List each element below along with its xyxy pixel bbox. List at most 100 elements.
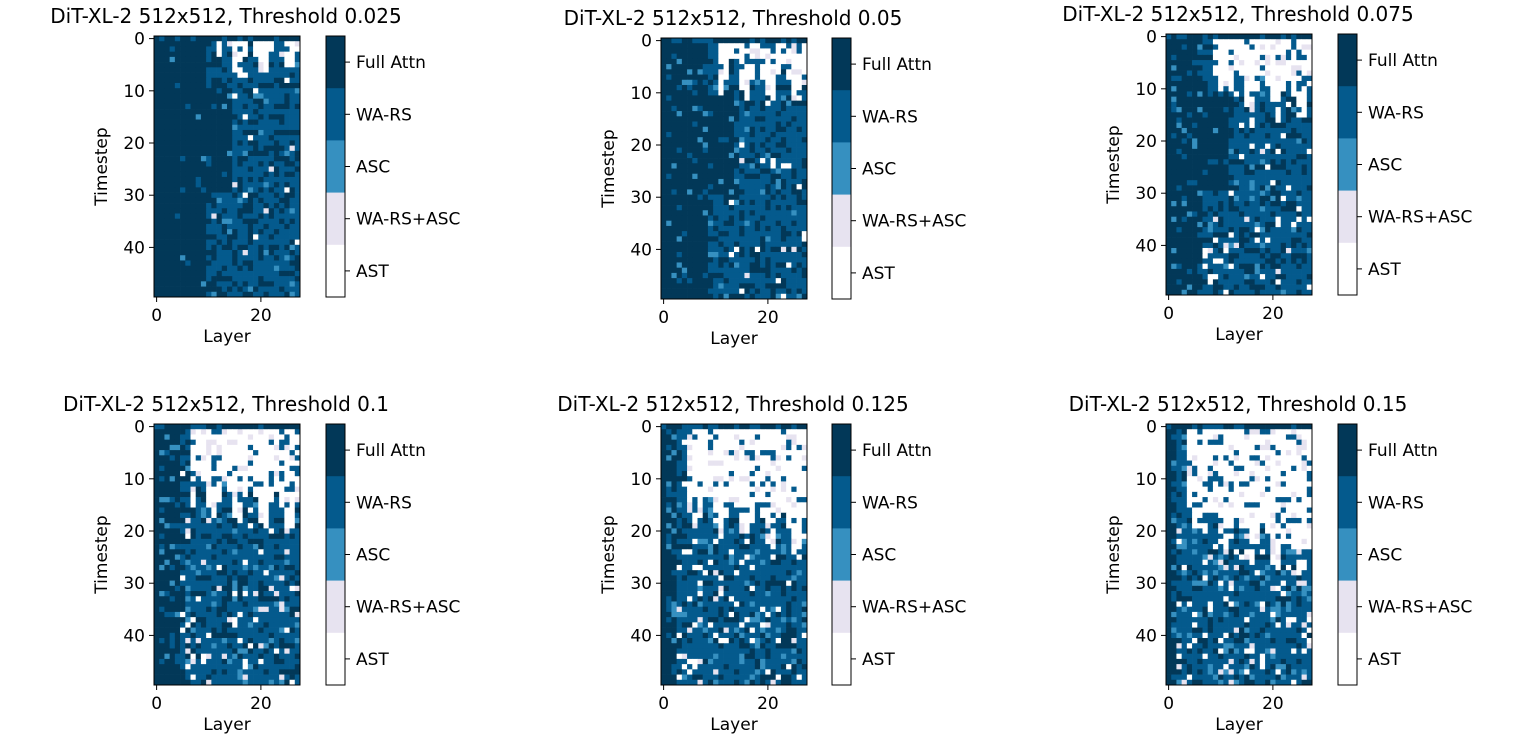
heatmap-cell [247,218,254,225]
heatmap-cell [671,90,677,96]
heatmap-cell [754,262,761,269]
heatmap-cell [180,439,186,446]
heatmap-cell [1166,117,1172,124]
heatmap-cell [247,51,254,58]
heatmap-cell [1192,34,1198,40]
heatmap-cell [671,168,677,175]
heatmap-cell [671,100,677,107]
heatmap-cell [232,213,238,220]
heatmap-cell [164,450,170,456]
heatmap-cell [190,229,197,235]
heatmap-cell [1280,138,1287,144]
heatmap-cell [1254,289,1261,296]
heatmap-cell [273,497,280,503]
heatmap-cell [232,218,238,225]
heatmap-cell [227,270,233,277]
heatmap-cell [770,126,777,133]
heatmap-cell [676,163,683,169]
heatmap-cell [1265,96,1271,103]
heatmap-cell [786,178,792,185]
heatmap-cell [154,544,160,550]
heatmap-cell [284,229,290,235]
heatmap-cell [154,234,160,240]
heatmap-cell [1181,154,1188,160]
heatmap-cell [1285,216,1292,223]
heatmap-cell [749,152,756,159]
heatmap-cell [796,58,803,65]
heatmap-cell [770,48,777,55]
heatmap-cell [1244,86,1250,92]
heatmap-cell [1166,185,1172,191]
heatmap-cell [1171,101,1177,108]
heatmap-cell [284,507,290,514]
heatmap-cell [1218,138,1224,144]
heatmap-cell [671,236,677,242]
heatmap-cell [713,43,719,49]
heatmap-cell [1239,127,1245,134]
heatmap-cell [1270,232,1276,238]
heatmap-cell [206,46,212,53]
heatmap-cell [164,223,170,230]
heatmap-cell [801,225,808,232]
heatmap-cell [687,246,693,253]
heatmap-cell [284,150,290,157]
heatmap-cell [200,429,207,435]
heatmap-cell [195,72,202,79]
heatmap-cell [661,64,667,70]
heatmap-cell [180,455,186,461]
heatmap-cell [1239,211,1245,218]
heatmap-cell [1233,127,1240,134]
heatmap-cell [1280,185,1287,191]
heatmap-cell [1212,201,1219,207]
heatmap-cell [671,64,677,70]
heatmap-cell [1254,80,1261,87]
heatmap-cell [1249,39,1255,45]
heatmap-cell [289,182,296,188]
heatmap-cell [770,100,777,107]
heatmap-cell [796,131,803,138]
heatmap-cell [1228,253,1235,259]
heatmap-cell [273,424,280,430]
heatmap-cell [801,210,808,216]
heatmap-cell [216,549,223,555]
heatmap-cell [242,72,249,79]
heatmap-cell [227,51,233,58]
axes-frame [153,35,301,298]
heatmap-cell [273,46,280,53]
heatmap-cell [661,58,667,65]
heatmap-cell [164,46,170,53]
heatmap-cell [1296,117,1302,124]
heatmap-cell [1228,195,1235,202]
heatmap-cell [1233,70,1240,77]
heatmap-cell [1291,174,1297,181]
heatmap-cell [1249,195,1255,202]
heatmap-cell [1233,164,1240,171]
heatmap-cell [1254,154,1261,160]
heatmap-cell [284,429,290,435]
heatmap-cell [154,129,160,136]
heatmap-cell [268,533,275,540]
heatmap-cell [221,244,228,251]
panel-title: DiT-XL-2 512x512, Threshold 0.1 [63,392,389,416]
heatmap-cell [760,241,766,248]
heatmap-cell [216,234,223,240]
heatmap-cell [1197,185,1203,191]
heatmap-cell [697,241,704,248]
heatmap-cell [237,544,243,550]
heatmap-cell [1285,242,1292,249]
heatmap-cell [268,62,275,68]
heatmap-cell [1285,274,1292,280]
heatmap-cell [180,145,186,152]
heatmap-cell [1218,164,1224,171]
heatmap-cell [273,135,280,141]
heatmap-cell [169,150,176,157]
heatmap-cell [258,265,264,272]
heatmap-cell [796,189,803,195]
heatmap-cell [227,41,233,47]
heatmap-cell [237,286,243,293]
heatmap-cell [174,229,181,235]
heatmap-cell [1171,216,1177,223]
heatmap-cell [169,114,176,120]
heatmap-cell [796,241,803,248]
heatmap-cell [702,100,709,107]
